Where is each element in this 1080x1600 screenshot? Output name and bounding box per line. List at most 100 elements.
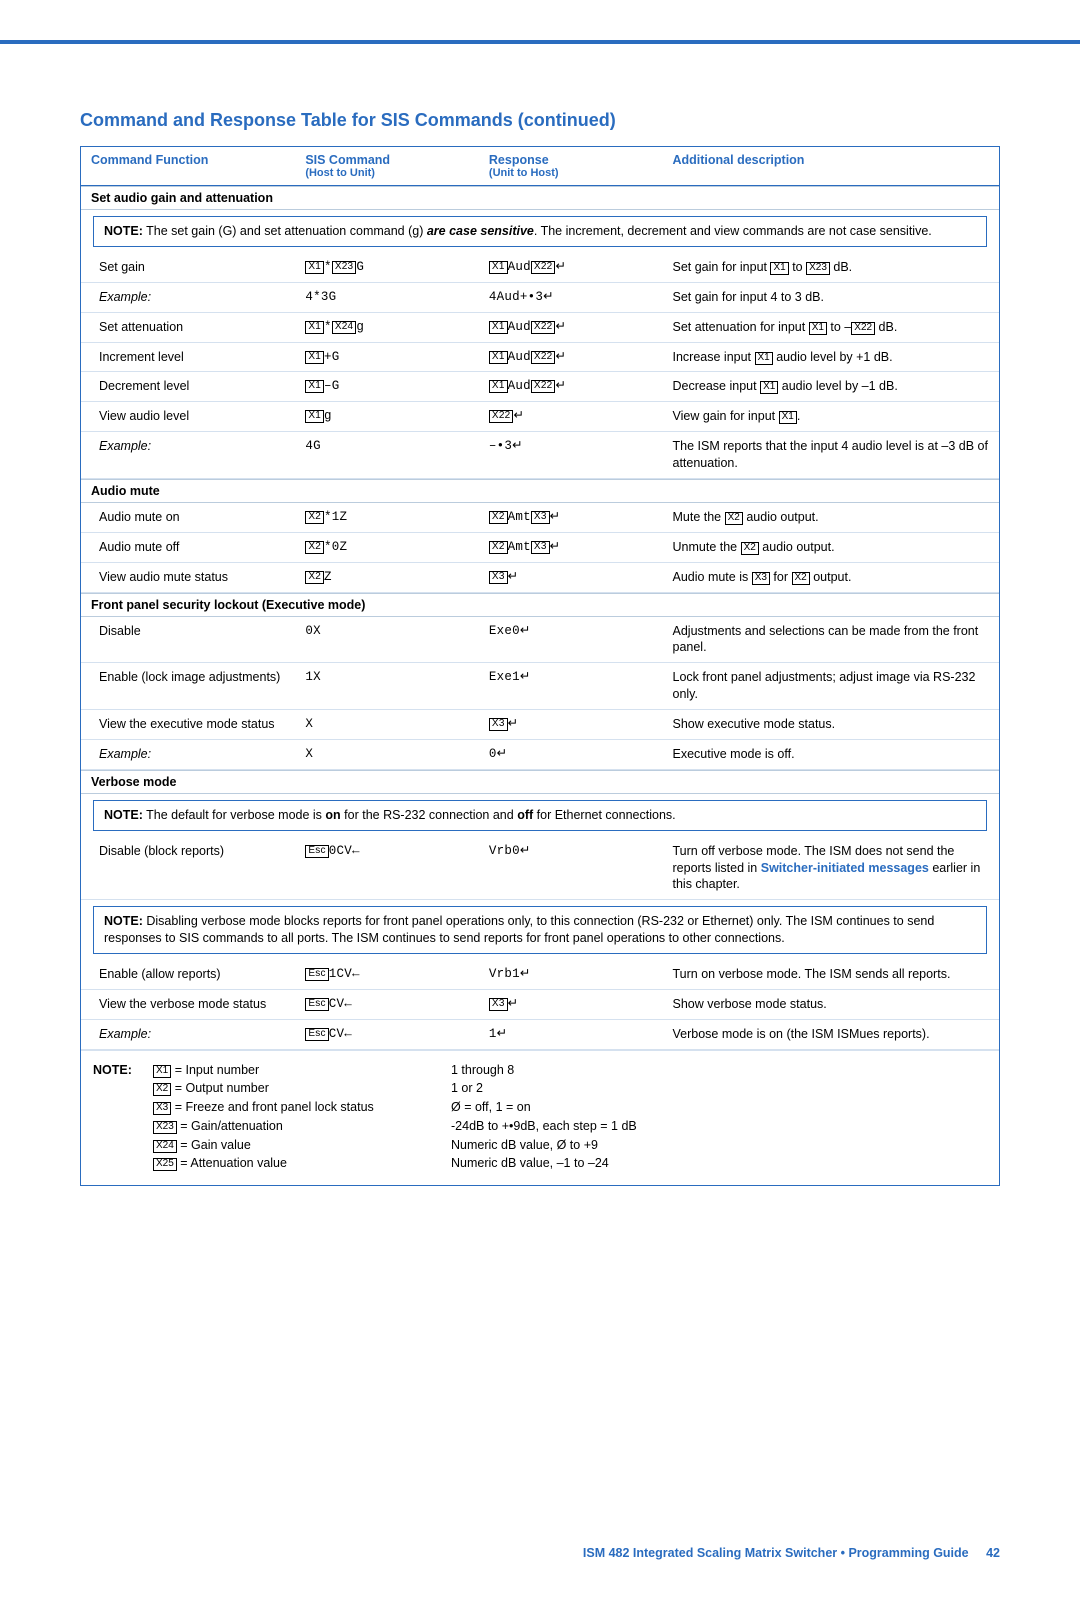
cell: Z — [324, 570, 332, 584]
x2-box: X2 — [725, 512, 743, 525]
cell: Increase input — [673, 350, 755, 364]
left-arrow-icon — [344, 1027, 352, 1041]
table-row: View the executive mode status X X3 Show… — [81, 710, 999, 740]
cell: CV — [329, 1027, 345, 1041]
x22-box: X22 — [851, 322, 875, 335]
cell: View audio level — [99, 409, 189, 423]
x1-box: X1 — [755, 352, 773, 365]
table-row: Example: 4*3G 4Aud+•3 Set gain for input… — [81, 283, 999, 313]
x1-box: X1 — [760, 381, 778, 394]
section-verbose: Verbose mode — [81, 770, 999, 794]
enter-icon — [543, 290, 554, 304]
esc-box: Esc — [305, 845, 328, 858]
cell: Verbose mode is on (the ISM ISMues repor… — [673, 1027, 930, 1041]
cell: Audio mute off — [99, 540, 179, 554]
cell: 4G — [305, 439, 321, 453]
cell: 4Aud+•3 — [489, 290, 543, 304]
hdr-c2: SIS Command — [305, 153, 481, 167]
enter-icon — [508, 570, 519, 584]
cell: audio output. — [759, 540, 835, 554]
cell: Show executive mode status. — [673, 717, 836, 731]
x22-box: X22 — [531, 261, 556, 274]
table-row: Enable (allow reports) Esc1CV Vrb1 Turn … — [81, 960, 999, 990]
cell: Enable (allow reports) — [99, 967, 221, 981]
cell: audio level by –1 dB. — [778, 379, 898, 393]
esc-box: Esc — [305, 998, 328, 1011]
cell: 0CV — [329, 844, 352, 858]
cell: View the verbose mode status — [99, 997, 266, 1011]
legend-b: 1 or 2 — [451, 1081, 483, 1095]
switcher-link[interactable]: Switcher-initiated messages — [761, 861, 929, 875]
cell: Set gain for input — [673, 260, 771, 274]
enter-icon — [508, 717, 519, 731]
cell: Set gain for input 4 to 3 dB. — [673, 290, 825, 304]
cell: Enable (lock image adjustments) — [99, 670, 280, 684]
cell: *1Z — [324, 510, 347, 524]
cell: CV — [329, 997, 345, 1011]
x1-box: X1 — [305, 380, 324, 393]
x1-box: X1 — [770, 262, 788, 275]
legend-a: = Gain value — [177, 1138, 251, 1152]
table-row: View the verbose mode status EscCV X3 Sh… — [81, 990, 999, 1020]
cell: Lock front panel adjustments; adjust ima… — [673, 670, 976, 701]
legend-a: = Attenuation value — [177, 1156, 287, 1170]
note2-b: on — [325, 808, 340, 822]
enter-icon — [555, 379, 566, 393]
table-row: Enable (lock image adjustments) 1X Exe1 … — [81, 663, 999, 710]
note-disable-verbose: NOTE: Disabling verbose mode blocks repo… — [93, 906, 987, 954]
section-gain: Set audio gain and attenuation — [81, 186, 999, 210]
enter-icon — [520, 670, 531, 684]
cell: 4*3G — [305, 290, 336, 304]
legend-a: = Freeze and front panel lock status — [171, 1100, 374, 1114]
enter-icon — [555, 320, 566, 334]
x2-box: X2 — [489, 511, 508, 524]
cell: 0X — [305, 624, 321, 638]
note-label: NOTE: — [104, 224, 143, 238]
hdr-c3: Response — [489, 153, 665, 167]
x3-box: X3 — [531, 541, 550, 554]
left-arrow-icon — [344, 997, 352, 1011]
x24-box: X24 — [332, 321, 357, 334]
x22-box: X22 — [531, 351, 556, 364]
cell: dB. — [875, 320, 897, 334]
cell: Example: — [99, 1027, 151, 1041]
cell: Unmute the — [673, 540, 741, 554]
table-row: Audio mute on X2*1Z X2AmtX3 Mute the X2 … — [81, 503, 999, 533]
hdr-c1: Command Function — [91, 153, 291, 167]
x1-box: X1 — [809, 322, 827, 335]
note-label: NOTE: — [104, 914, 143, 928]
table-row: Set gain X1*X23G X1AudX22 Set gain for i… — [81, 253, 999, 283]
table-row: Audio mute off X2*0Z X2AmtX3 Unmute the … — [81, 533, 999, 563]
table-row: Example: X 0 Executive mode is off. — [81, 740, 999, 770]
x25-box: X25 — [153, 1158, 177, 1171]
section-lock: Front panel security lockout (Executive … — [81, 593, 999, 617]
cell: View gain for input — [673, 409, 779, 423]
legend-b: Numeric dB value, Ø to +9 — [451, 1138, 598, 1152]
x22-box: X22 — [531, 321, 556, 334]
enter-icon — [555, 350, 566, 364]
cell: Decrement level — [99, 379, 189, 393]
cell: The ISM reports that the input 4 audio l… — [673, 439, 988, 470]
enter-icon — [512, 439, 523, 453]
cell: +G — [324, 350, 340, 364]
legend-b: -24dB to +•9dB, each step = 1 dB — [451, 1119, 637, 1133]
cell: Disable (block reports) — [99, 844, 224, 858]
page-footer: ISM 482 Integrated Scaling Matrix Switch… — [80, 1186, 1000, 1560]
x1-box: X1 — [489, 321, 508, 334]
cell: Increment level — [99, 350, 184, 364]
x1-box: X1 — [305, 410, 324, 423]
cell: for — [770, 570, 792, 584]
cell: audio output. — [743, 510, 819, 524]
x2-box: X2 — [489, 541, 508, 554]
cell: to — [789, 260, 806, 274]
x1-box: X1 — [305, 321, 324, 334]
footer-page: 42 — [986, 1546, 1000, 1560]
cell: . — [797, 409, 800, 423]
note2-d: off — [517, 808, 533, 822]
cell: Set attenuation — [99, 320, 183, 334]
enter-icon — [508, 997, 519, 1011]
x2-box: X2 — [305, 511, 324, 524]
x1-box: X1 — [489, 380, 508, 393]
cell: audio level by +1 dB. — [773, 350, 893, 364]
cell: Show verbose mode status. — [673, 997, 827, 1011]
